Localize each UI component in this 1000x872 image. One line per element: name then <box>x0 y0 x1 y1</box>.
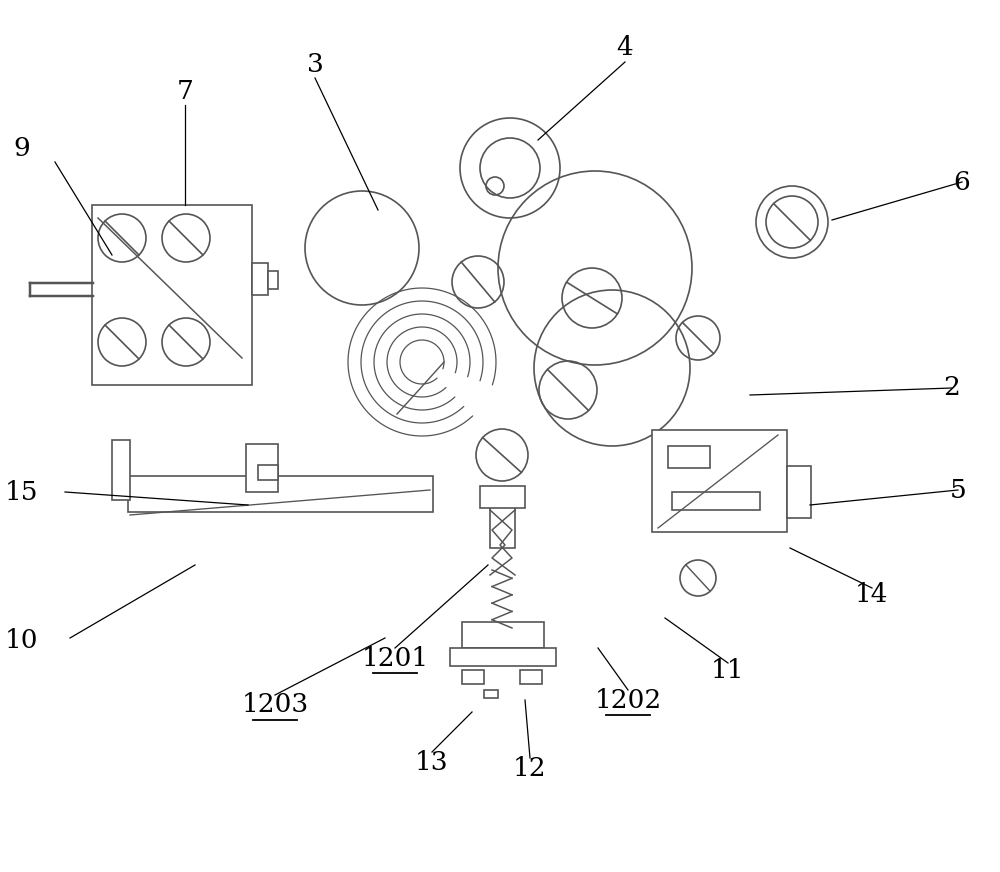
Text: 10: 10 <box>5 628 39 652</box>
Text: 1202: 1202 <box>594 687 662 712</box>
FancyBboxPatch shape <box>520 670 542 684</box>
Text: 5: 5 <box>950 478 966 502</box>
FancyBboxPatch shape <box>480 486 525 508</box>
FancyBboxPatch shape <box>787 466 811 518</box>
Text: 11: 11 <box>711 657 745 683</box>
FancyBboxPatch shape <box>252 263 268 295</box>
Text: 6: 6 <box>954 169 970 194</box>
FancyBboxPatch shape <box>450 648 556 666</box>
FancyBboxPatch shape <box>484 690 498 698</box>
FancyBboxPatch shape <box>462 670 484 684</box>
FancyBboxPatch shape <box>462 622 544 648</box>
FancyBboxPatch shape <box>668 446 710 468</box>
FancyBboxPatch shape <box>268 271 278 289</box>
FancyBboxPatch shape <box>112 440 130 500</box>
Text: 3: 3 <box>307 52 323 78</box>
Text: 7: 7 <box>177 79 193 105</box>
FancyBboxPatch shape <box>672 492 760 510</box>
Text: 1203: 1203 <box>241 692 309 718</box>
FancyBboxPatch shape <box>258 465 278 480</box>
Text: 4: 4 <box>617 36 633 60</box>
Text: 9: 9 <box>14 135 30 160</box>
Text: 1201: 1201 <box>361 645 429 671</box>
Text: 12: 12 <box>513 755 547 780</box>
FancyBboxPatch shape <box>92 205 252 385</box>
FancyBboxPatch shape <box>128 476 433 512</box>
FancyBboxPatch shape <box>490 490 515 548</box>
Text: 2: 2 <box>944 376 960 400</box>
Text: 15: 15 <box>5 480 39 505</box>
FancyBboxPatch shape <box>652 430 787 532</box>
Text: 14: 14 <box>855 582 889 608</box>
FancyBboxPatch shape <box>246 444 278 492</box>
Text: 13: 13 <box>415 750 449 774</box>
